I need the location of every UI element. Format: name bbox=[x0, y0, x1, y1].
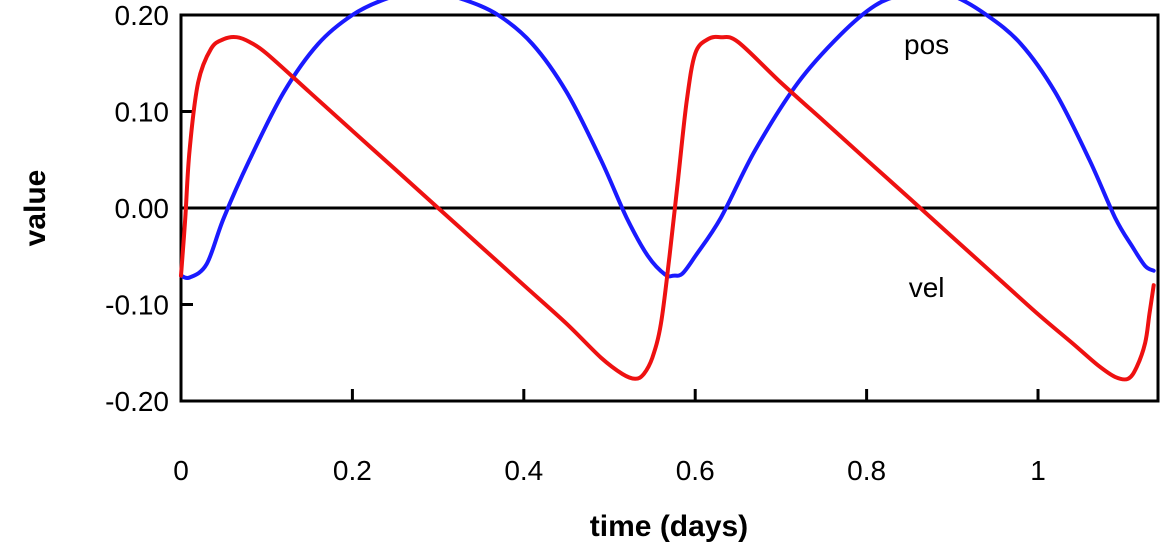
axis-ticks: -0.20 -0.10 0.00 0.10 0.20 0 0.2 0.4 0.6 0.8 1 bbox=[105, 0, 1046, 486]
series-line-pos bbox=[179, 0, 1156, 281]
series-line-vel bbox=[179, 34, 1156, 382]
x-tick-label: 0 bbox=[173, 455, 189, 486]
annotation-vel: vel bbox=[909, 272, 945, 303]
x-tick-label: 0.6 bbox=[676, 455, 715, 486]
y-tick-label: 0.00 bbox=[115, 193, 170, 224]
x-tick-label: 0.2 bbox=[333, 455, 372, 486]
y-tick-label: 0.20 bbox=[115, 0, 170, 31]
y-tick-label: 0.10 bbox=[115, 97, 170, 128]
annotation-pos: pos bbox=[904, 29, 949, 60]
y-tick-label: -0.10 bbox=[105, 290, 169, 321]
x-axis-title: time (days) bbox=[590, 510, 748, 543]
y-axis-title: value bbox=[19, 170, 52, 247]
series-group bbox=[179, 0, 1156, 382]
x-tick-label: 0.4 bbox=[504, 455, 543, 486]
x-tick-label: 1 bbox=[1030, 455, 1046, 486]
x-tick-label: 0.8 bbox=[847, 455, 886, 486]
annotations: pos vel bbox=[904, 29, 949, 303]
y-tick-label: -0.20 bbox=[105, 386, 169, 417]
